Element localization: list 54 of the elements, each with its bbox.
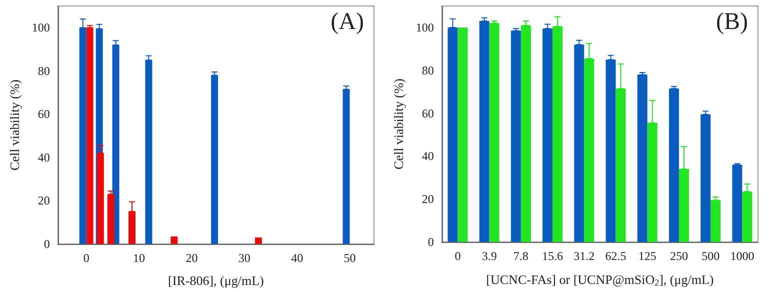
y-tick-label: 20 <box>422 192 434 206</box>
y-tick-label: 0 <box>44 237 50 251</box>
bar <box>342 89 350 244</box>
y-tick-label: 60 <box>38 107 50 122</box>
y-tick-label: 40 <box>422 149 434 164</box>
y-tick-label: 80 <box>38 64 50 78</box>
bar <box>637 74 648 242</box>
bar <box>668 88 679 242</box>
bar <box>86 28 94 244</box>
x-tick-label: 50 <box>344 251 356 265</box>
y-tick-label: 60 <box>422 106 434 120</box>
x-tick-label: 20 <box>186 251 198 265</box>
bar <box>542 28 553 242</box>
bar <box>489 23 500 242</box>
x-tick-label: 62.5 <box>605 249 626 263</box>
bar <box>732 164 742 242</box>
y-tick-label: 80 <box>422 63 434 78</box>
bar <box>107 194 114 244</box>
bar <box>710 200 721 242</box>
bar <box>145 60 152 244</box>
x-tick-label: 40 <box>291 251 304 265</box>
x-tick-label: 0 <box>83 251 90 265</box>
y-tick-label: 0 <box>428 235 434 249</box>
bar <box>510 30 521 242</box>
bar <box>700 114 711 242</box>
bar <box>574 44 584 242</box>
x-tick-label: 125 <box>638 249 656 263</box>
bar <box>211 75 218 244</box>
bar <box>520 25 531 242</box>
x-tick-label: 15.6 <box>542 249 564 263</box>
bar <box>479 21 490 242</box>
bar <box>254 238 262 244</box>
annotation: (A) <box>330 9 364 35</box>
x-tick-label: 0 <box>454 249 461 263</box>
bar <box>170 236 178 244</box>
x-tick-label: 250 <box>670 249 688 263</box>
x-tick-label: 10 <box>133 251 146 265</box>
bar <box>458 27 468 242</box>
bar <box>112 44 120 244</box>
y-tick-label: 20 <box>38 194 50 208</box>
y-axis-title: Cell viability (%) <box>391 78 406 170</box>
x-tick-label: 500 <box>702 249 720 263</box>
y-axis-title: Cell viability (%) <box>7 80 22 170</box>
x-tick-label: 3.9 <box>482 249 497 263</box>
y-tick-label: 40 <box>38 150 50 164</box>
annotation: (B) <box>716 9 748 35</box>
x-tick-label: 7.8 <box>513 249 528 263</box>
bar <box>606 60 616 242</box>
x-tick-label: 1000 <box>730 249 754 263</box>
y-tick-label: 100 <box>32 20 50 35</box>
y-tick-label: 100 <box>416 20 434 34</box>
x-tick-label: 31.2 <box>574 249 595 263</box>
x-axis-title: [IR-806], (μg/mL) <box>168 273 264 288</box>
x-tick-label: 30 <box>238 251 250 265</box>
